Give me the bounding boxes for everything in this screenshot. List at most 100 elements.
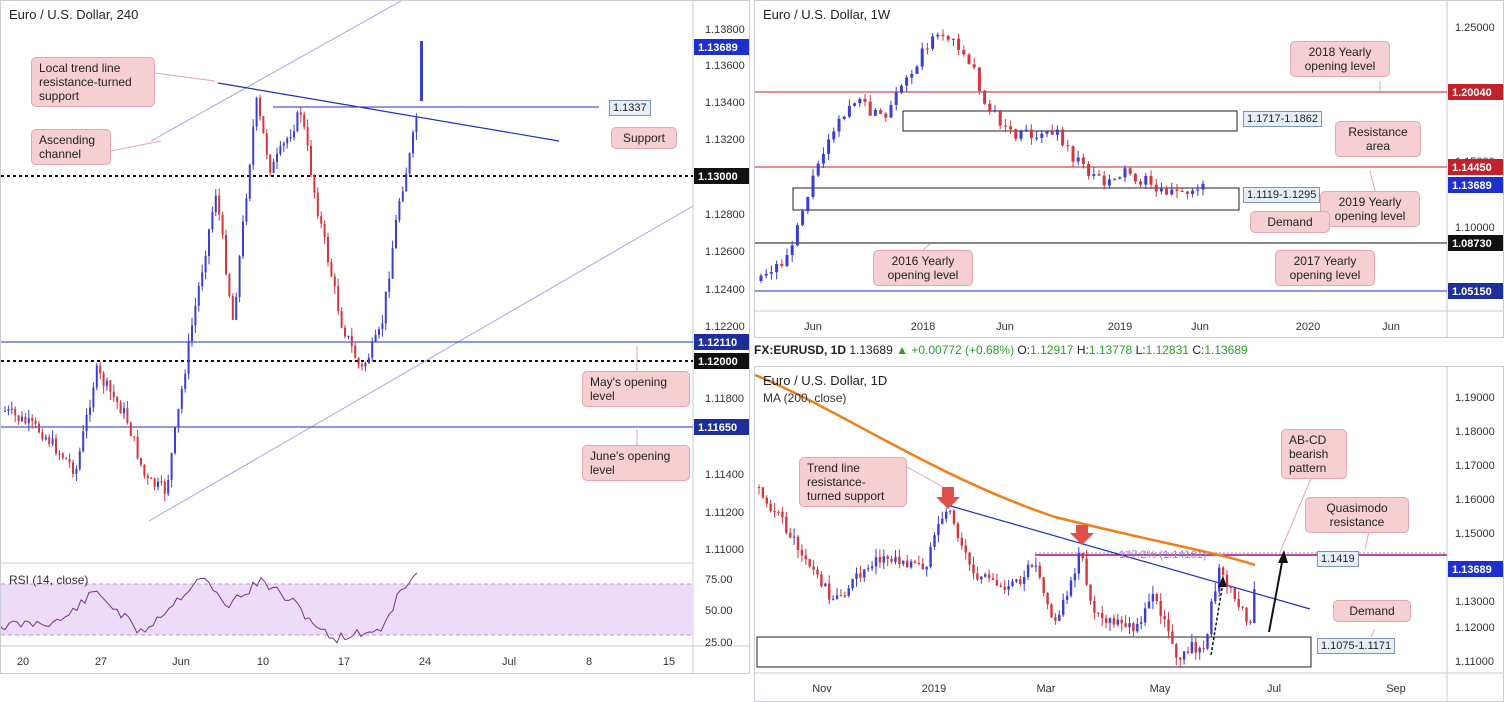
- candle-body: [1112, 618, 1116, 625]
- candle-body: [316, 192, 319, 217]
- chart-4h[interactable]: 1.13800 1.13600 1.13400 1.13200 1.12800 1.126…: [0, 0, 750, 674]
- candle-body: [1186, 651, 1190, 653]
- note-ascending-channel: Ascending channel: [31, 129, 111, 165]
- note-2017-yearly: 2017 Yearly opening level: [1275, 250, 1375, 286]
- candle-body: [330, 262, 333, 277]
- candle-body: [194, 305, 197, 326]
- candle-body: [44, 437, 47, 440]
- candle-body: [204, 256, 207, 273]
- chart-1w-title: Euro / U.S. Dollar, 1W: [763, 7, 891, 22]
- candle-body: [789, 532, 792, 538]
- candle-body: [1245, 607, 1248, 622]
- time-axis-label: Nov: [812, 683, 832, 695]
- candle-body: [1233, 587, 1236, 600]
- candle-body: [191, 325, 193, 342]
- price-axis-label: 1.18000: [1455, 426, 1495, 438]
- candle-body: [1054, 617, 1057, 621]
- candle-body: [769, 503, 772, 512]
- candle-body: [957, 38, 961, 50]
- candle-body: [1196, 189, 1200, 191]
- price-change: +0.00772 (+0.68%): [911, 343, 1015, 357]
- candle-body: [1167, 619, 1170, 632]
- open-label: O:: [1017, 343, 1031, 357]
- candle-body: [972, 564, 975, 574]
- up-arrow-icon: [1218, 576, 1227, 587]
- candle-body: [1143, 608, 1147, 623]
- candle-body: [858, 98, 862, 104]
- note-june-open: June's opening level: [582, 445, 690, 481]
- chart-1d[interactable]: 1.190001.180001.170001.160001.150001.140…: [754, 366, 1504, 702]
- candle-body: [238, 256, 241, 297]
- price-tag: [694, 353, 749, 369]
- price-tag: [694, 168, 749, 184]
- chart-1w[interactable]: 1.250001.150001.100001.200401.144501.136…: [754, 0, 1504, 338]
- time-axis-label: 15: [663, 656, 675, 668]
- candle-body: [821, 153, 825, 164]
- candle-body: [405, 173, 408, 192]
- candle-body: [1087, 164, 1091, 176]
- close-label: C:: [1192, 343, 1205, 357]
- candle-body: [1097, 174, 1101, 176]
- fib-label: 127.2% (1.14161): [1119, 549, 1207, 561]
- candle-body: [775, 263, 779, 273]
- time-axis-label: Jul: [502, 656, 516, 668]
- candle-body: [1085, 558, 1088, 585]
- candle-body: [82, 431, 85, 452]
- candle-body: [972, 64, 976, 68]
- candle-body: [4, 410, 6, 412]
- candle-body: [946, 36, 950, 40]
- candle-body: [282, 143, 285, 146]
- candle-body: [374, 334, 377, 342]
- candle-body: [780, 263, 784, 266]
- candle-body: [785, 516, 788, 533]
- candle-body: [1147, 601, 1151, 609]
- candle-body: [1104, 618, 1108, 623]
- time-axis-label: Jun: [172, 656, 190, 668]
- candle-body: [1034, 565, 1038, 567]
- candle-body: [123, 408, 125, 414]
- price-axis-label: 1.13400: [705, 97, 745, 109]
- candle-body: [388, 278, 391, 292]
- candle-body: [384, 291, 387, 324]
- candle-body: [951, 38, 955, 40]
- candle-body: [842, 116, 846, 119]
- candle-body: [1253, 589, 1256, 624]
- candle-body: [119, 402, 122, 414]
- price-tag: [1448, 283, 1503, 299]
- candle-body: [1097, 612, 1100, 614]
- candle-body: [1123, 168, 1127, 178]
- candle-body: [1069, 580, 1073, 596]
- candle-body: [795, 225, 799, 246]
- price-axis-label: 1.19000: [1455, 392, 1495, 404]
- price-axis-label: 1.13200: [705, 134, 745, 146]
- down-arrow-icon: [1070, 525, 1094, 545]
- candle-body: [296, 112, 299, 132]
- candle-body: [941, 34, 945, 37]
- candle-body: [1149, 175, 1153, 185]
- price-axis-label: 1.16000: [1455, 494, 1495, 506]
- channel-upper-line: [150, 1, 402, 142]
- abcd-leg-cd: [1268, 556, 1284, 633]
- candle-body: [1009, 126, 1013, 130]
- candle-body: [1102, 175, 1106, 186]
- qm-box-label: 1.1419: [1317, 551, 1359, 567]
- candle-body: [354, 345, 357, 359]
- candle-body: [367, 357, 370, 364]
- candle-body: [976, 573, 979, 580]
- candle-body: [1093, 600, 1096, 613]
- time-axis-label: Jun: [804, 321, 822, 333]
- candle-body: [27, 417, 30, 424]
- price-tag: [694, 334, 749, 350]
- candle-body: [1040, 133, 1044, 138]
- candle-body: [1159, 188, 1163, 192]
- candle-body: [160, 481, 163, 483]
- candle-body: [773, 511, 776, 513]
- candle-body: [371, 341, 374, 358]
- candle-body: [401, 191, 404, 202]
- note-demand-1d: Demand: [1333, 600, 1411, 622]
- price-axis-label: 1.13000: [1455, 596, 1495, 608]
- time-axis-label: 2020: [1296, 321, 1320, 333]
- candle-body: [984, 574, 987, 577]
- candle-body: [1118, 177, 1122, 179]
- candle-body: [1133, 173, 1137, 182]
